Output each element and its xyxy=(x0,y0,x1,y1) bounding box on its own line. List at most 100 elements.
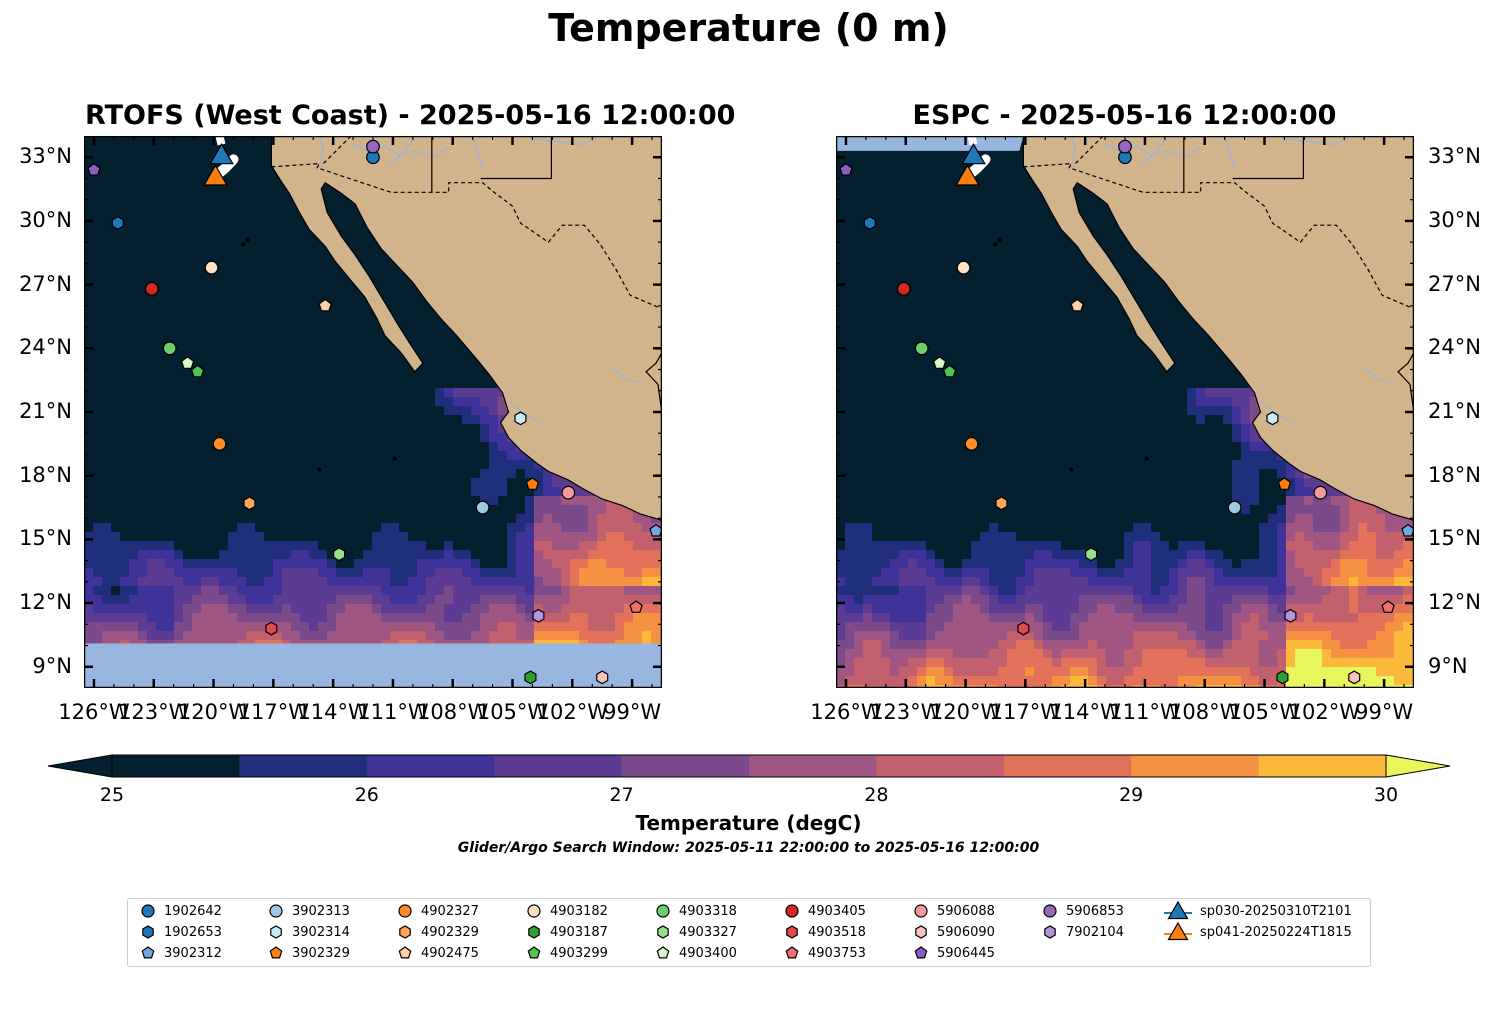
marker-4903299 xyxy=(942,364,957,378)
colorbar-band xyxy=(1131,755,1260,777)
panel-title-espc: ESPC - 2025-05-16 12:00:00 xyxy=(912,100,1337,131)
legend-marker-hexagon-icon xyxy=(657,925,669,939)
legend-symbol xyxy=(269,946,283,959)
legend-symbol xyxy=(399,925,411,939)
lon-tick-label: 120°W xyxy=(177,700,250,724)
colorbar-band xyxy=(494,755,623,777)
legend-item: 4903327 xyxy=(655,922,737,942)
legend-label: 4903400 xyxy=(679,945,737,961)
lon-tick-label: 105°W xyxy=(476,700,549,724)
legend-marker-pentagon-icon xyxy=(914,946,928,959)
lon-tick-label: 111°W xyxy=(357,700,429,724)
marker-4902329 xyxy=(243,496,256,511)
lon-tick-label: 126°W xyxy=(58,700,130,724)
marker-5906853 xyxy=(1118,139,1132,154)
marker-4903400 xyxy=(932,356,947,369)
colorbar-under-arrow xyxy=(47,754,113,778)
lon-tick-label: 108°W xyxy=(417,700,489,724)
legend-marker-triangle-icon xyxy=(1164,900,1192,920)
legend-symbol xyxy=(657,925,669,939)
legend-label: 4902475 xyxy=(421,945,479,961)
lat-tick-label: 12°N xyxy=(19,590,72,615)
legend-marker-pentagon-icon xyxy=(527,946,541,959)
legend-marker-circle-icon xyxy=(785,904,799,918)
legend-label: 3902329 xyxy=(292,945,350,961)
legend: 1902642 1902653 3902312 3902313 3902314 39023… xyxy=(127,898,1371,967)
legend-symbol xyxy=(527,904,541,918)
legend-marker-pentagon-icon xyxy=(656,946,670,959)
marker-4903318 xyxy=(914,341,929,356)
legend-label: 7902104 xyxy=(1066,924,1124,940)
legend-marker-circle-icon xyxy=(656,904,670,918)
legend-item: 5906090 xyxy=(913,922,995,942)
legend-label: 4903753 xyxy=(808,945,866,961)
legend-marker-circle-icon xyxy=(1043,904,1057,918)
lat-tick-label: 15°N xyxy=(19,526,72,551)
colorbar-tick-label: 28 xyxy=(864,784,889,806)
legend-marker-hexagon-icon xyxy=(1044,925,1056,939)
legend-item: 5906445 xyxy=(913,943,995,963)
legend-marker-hexagon-icon xyxy=(142,925,154,939)
legend-symbol xyxy=(656,904,670,918)
legend-item: 4902327 xyxy=(397,901,479,921)
lat-tick-label: 18°N xyxy=(19,462,72,487)
legend-symbol xyxy=(785,946,799,959)
colorbar-label: Temperature (degC) xyxy=(635,811,862,835)
marker-4902327 xyxy=(964,436,979,451)
colorbar-over-arrow xyxy=(1385,754,1451,778)
legend-symbol xyxy=(914,904,928,918)
lon-tick-label: 114°W xyxy=(1049,700,1121,724)
legend-label: 4903187 xyxy=(550,924,608,940)
lat-tick-label: 33°N xyxy=(1428,144,1481,169)
lon-tick-label: 123°W xyxy=(118,700,190,724)
legend-marker-pentagon-icon xyxy=(785,946,799,959)
marker-3902314 xyxy=(1266,411,1279,426)
legend-marker-hexagon-icon xyxy=(786,925,798,939)
legend-label: 4903182 xyxy=(550,903,608,919)
legend-symbol xyxy=(1043,904,1057,918)
lon-tick-label: 105°W xyxy=(1228,700,1301,724)
lat-tick-label: 21°N xyxy=(1428,399,1481,423)
legend-symbol xyxy=(527,946,541,959)
legend-item: 4903400 xyxy=(655,943,737,963)
legend-label: 4902329 xyxy=(421,924,479,940)
marker-4903400 xyxy=(180,356,195,369)
legend-label: sp041-20250224T1815 xyxy=(1200,924,1352,940)
legend-item: 7902104 xyxy=(1042,922,1124,942)
marker-4903299 xyxy=(190,364,205,378)
lon-tick-label: 120°W xyxy=(929,700,1002,724)
lat-tick-label: 9°N xyxy=(32,653,72,678)
legend-symbol xyxy=(270,925,282,939)
lat-tick-label: 30°N xyxy=(19,207,72,232)
colorbar-tick-label: 26 xyxy=(354,784,379,806)
legend-item: 4903405 xyxy=(784,901,866,921)
lat-tick-label: 15°N xyxy=(1428,526,1481,551)
legend-label: 3902314 xyxy=(292,924,350,940)
legend-triangle xyxy=(1167,900,1189,920)
legend-label: 5906088 xyxy=(937,903,995,919)
lon-tick-label: 126°W xyxy=(810,700,882,724)
colorbar-band xyxy=(1003,755,1132,777)
legend-marker-pentagon-icon xyxy=(269,946,283,959)
legend-symbol xyxy=(398,904,412,918)
marker-4903405 xyxy=(896,281,911,296)
legend-triangle xyxy=(1167,921,1189,941)
lon-tick-label: 99°W xyxy=(603,700,662,724)
legend-marker-pentagon-icon xyxy=(398,946,412,959)
figure-title: Temperature (0 m) xyxy=(548,6,949,50)
marker-sp030-20250310T2101 xyxy=(209,142,234,165)
marker-7902104 xyxy=(532,608,545,623)
legend-symbol xyxy=(269,904,283,918)
marker-4903518 xyxy=(1017,621,1030,636)
marker-4903318 xyxy=(162,341,177,356)
lon-tick-label: 123°W xyxy=(870,700,942,724)
marker-4903518 xyxy=(265,621,278,636)
lon-tick-label: 102°W xyxy=(536,700,608,724)
legend-item: 3902314 xyxy=(268,922,350,942)
marker-4902475 xyxy=(318,298,332,312)
legend-label: 4902327 xyxy=(421,903,479,919)
legend-marker-circle-icon xyxy=(269,904,283,918)
lon-tick-label: 117°W xyxy=(989,700,1062,724)
marker-sp030-20250310T2101 xyxy=(961,142,986,165)
marker-5906088 xyxy=(1313,485,1328,500)
